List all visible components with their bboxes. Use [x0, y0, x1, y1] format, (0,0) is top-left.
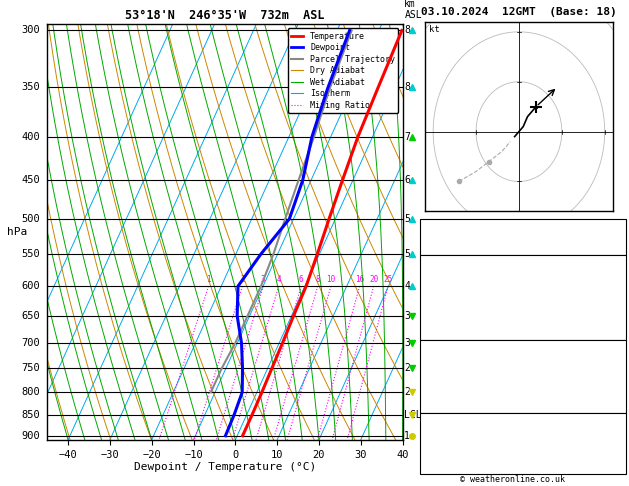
Text: 5: 5 [404, 214, 410, 224]
Text: 2: 2 [240, 276, 245, 284]
Text: Surface: Surface [503, 256, 543, 266]
Text: K: K [423, 220, 429, 230]
Text: Dewp (°C): Dewp (°C) [423, 280, 476, 291]
Text: kt: kt [429, 25, 440, 34]
Text: CAPE (J): CAPE (J) [423, 317, 470, 327]
Text: 800: 800 [21, 387, 40, 398]
Text: 10: 10 [611, 463, 623, 473]
Text: StmSpd (kt): StmSpd (kt) [423, 463, 488, 473]
Text: 40: 40 [611, 232, 623, 242]
Text: SREH: SREH [423, 438, 447, 449]
Text: 0: 0 [617, 329, 623, 339]
Text: km
ASL: km ASL [404, 0, 422, 20]
Text: 1.3: 1.3 [605, 268, 623, 278]
Text: 650: 650 [21, 311, 40, 321]
Text: θε (K): θε (K) [423, 365, 459, 376]
Text: 750: 750 [21, 364, 40, 374]
Text: 0: 0 [617, 402, 623, 412]
Text: PW (cm): PW (cm) [423, 244, 464, 254]
Text: 300: 300 [21, 25, 40, 35]
Text: 5: 5 [404, 249, 410, 259]
Text: 900: 900 [21, 431, 40, 441]
Text: 4: 4 [404, 281, 410, 291]
X-axis label: Dewpoint / Temperature (°C): Dewpoint / Temperature (°C) [134, 462, 316, 472]
Text: 3: 3 [404, 338, 410, 348]
Text: 03.10.2024  12GMT  (Base: 18): 03.10.2024 12GMT (Base: 18) [421, 7, 617, 17]
Text: θε(K): θε(K) [423, 293, 453, 303]
Text: 25: 25 [383, 276, 392, 284]
Text: 450: 450 [21, 175, 40, 185]
Legend: Temperature, Dewpoint, Parcel Trajectory, Dry Adiabat, Wet Adiabat, Isotherm, Mi: Temperature, Dewpoint, Parcel Trajectory… [287, 29, 398, 113]
Text: CIN (J): CIN (J) [423, 402, 464, 412]
Text: 8: 8 [315, 276, 320, 284]
Text: 12: 12 [611, 305, 623, 315]
Text: 0: 0 [617, 317, 623, 327]
Text: © weatheronline.co.uk: © weatheronline.co.uk [460, 474, 565, 484]
Text: 7: 7 [404, 132, 410, 141]
Text: CAPE (J): CAPE (J) [423, 390, 470, 400]
Text: 0.65: 0.65 [599, 244, 623, 254]
Text: Most Unstable: Most Unstable [485, 341, 561, 351]
Text: Pressure (mb): Pressure (mb) [423, 353, 499, 364]
Text: Lifted Index: Lifted Index [423, 305, 494, 315]
Text: 700: 700 [21, 338, 40, 348]
Text: 289: 289 [605, 293, 623, 303]
Text: LCL: LCL [404, 410, 422, 420]
Text: Temp (°C): Temp (°C) [423, 268, 476, 278]
Text: 7: 7 [617, 378, 623, 388]
Text: Lifted Index: Lifted Index [423, 378, 494, 388]
Text: 3: 3 [404, 311, 410, 321]
Text: 20: 20 [369, 276, 378, 284]
Text: 1: 1 [206, 276, 211, 284]
Text: Hodograph: Hodograph [496, 414, 550, 424]
Text: 10: 10 [326, 276, 335, 284]
Text: EH: EH [423, 426, 435, 436]
Text: 350: 350 [21, 82, 40, 92]
Text: 1: 1 [404, 431, 410, 441]
Text: Totals Totals: Totals Totals [423, 232, 499, 242]
Text: -2.8: -2.8 [599, 280, 623, 291]
Text: Mixing Ratio (g/kg): Mixing Ratio (g/kg) [433, 176, 443, 288]
Text: 8: 8 [404, 25, 410, 35]
Text: 4: 4 [276, 276, 281, 284]
Text: 550: 550 [21, 249, 40, 259]
Text: hPa: hPa [7, 227, 27, 237]
Text: 11: 11 [611, 438, 623, 449]
Text: 8: 8 [404, 82, 410, 92]
Text: 296: 296 [605, 365, 623, 376]
Text: 2: 2 [617, 220, 623, 230]
Text: 6: 6 [404, 175, 410, 185]
Text: 10°: 10° [605, 451, 623, 461]
Text: 0: 0 [617, 390, 623, 400]
Text: CIN (J): CIN (J) [423, 329, 464, 339]
Text: StmDir: StmDir [423, 451, 459, 461]
Text: 53°18'N  246°35'W  732m  ASL: 53°18'N 246°35'W 732m ASL [125, 9, 325, 22]
Text: 2: 2 [404, 387, 410, 398]
Text: -10: -10 [605, 426, 623, 436]
Text: 16: 16 [355, 276, 364, 284]
Text: 400: 400 [21, 132, 40, 141]
Text: 650: 650 [605, 353, 623, 364]
Text: 850: 850 [21, 410, 40, 420]
Text: 6: 6 [299, 276, 304, 284]
Text: 2: 2 [404, 364, 410, 374]
Text: 3: 3 [261, 276, 265, 284]
Text: 600: 600 [21, 281, 40, 291]
Text: 500: 500 [21, 214, 40, 224]
